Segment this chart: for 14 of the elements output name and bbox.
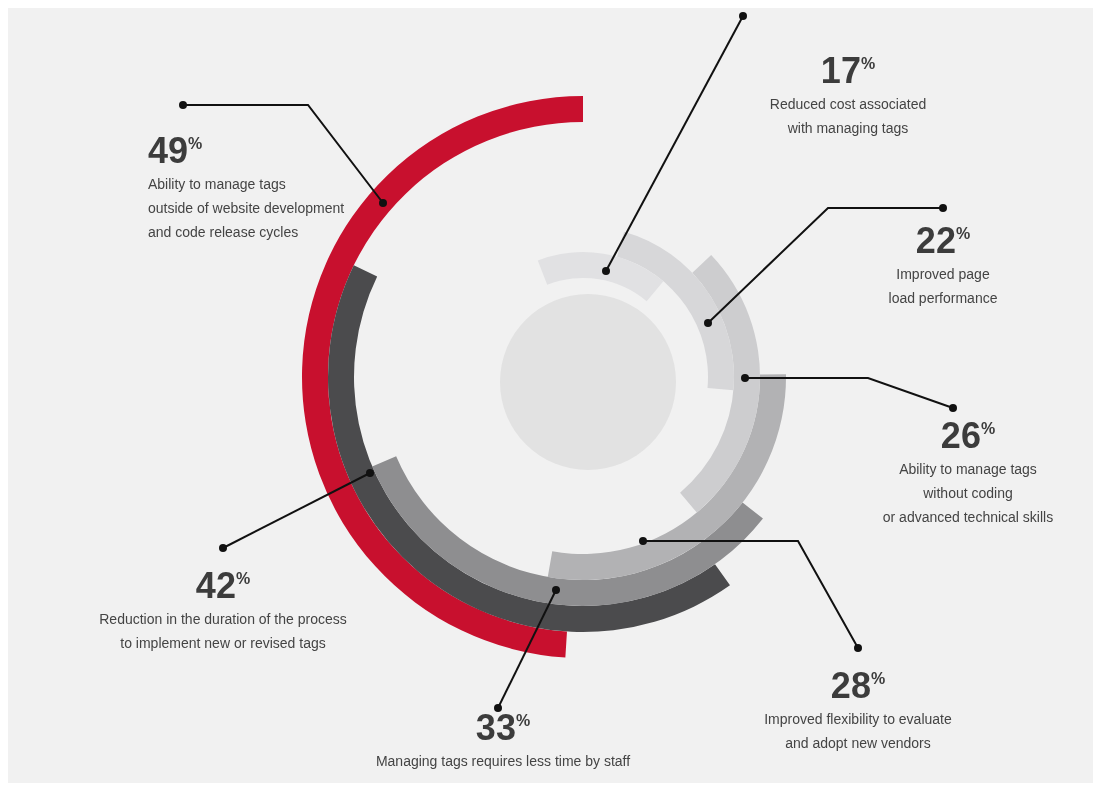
category-label: Improved flexibility to evaluate and adopt new vendors xyxy=(764,711,952,751)
data-label: 17$^{%}$ xyxy=(820,50,876,91)
category-label: Ability to manage tags without coding or advanced technical skills xyxy=(882,461,1054,525)
data-label: 49$^{%}$ xyxy=(148,130,203,171)
category-label: Reduction in the duration of the process to implement new or revised tags xyxy=(99,611,347,651)
data-label: 42$^{%}$ xyxy=(195,565,251,606)
data-label: 33$^{%}$ xyxy=(475,707,531,748)
category-label: Improved page load performance xyxy=(888,266,998,306)
data-label: 28$^{%}$ xyxy=(830,665,886,706)
data-label: 22$^{%}$ xyxy=(915,220,971,261)
category-label: Managing tags requires less time by staff xyxy=(375,753,631,769)
data-label: 26$^{%}$ xyxy=(940,415,996,456)
category-label: Reduced cost associated with managing tags xyxy=(769,96,927,136)
category-label: Ability to manage tags outside of website development and code release cycles xyxy=(148,176,345,240)
